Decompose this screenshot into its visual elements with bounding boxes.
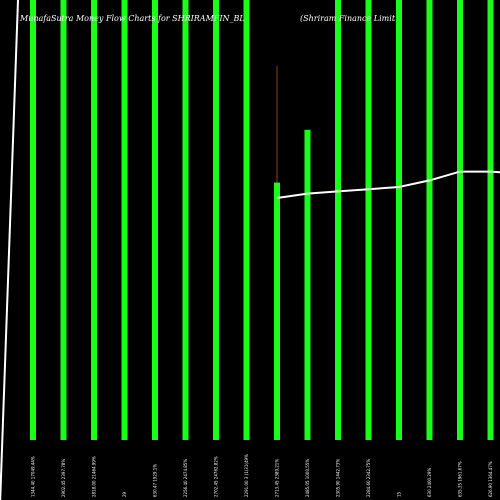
x-tick-label-8: 2291.00 3 (1)31(49%: [244, 454, 249, 497]
edge-line: [0, 0, 19, 500]
x-tick-label-14: 630 2400.29%: [427, 468, 432, 497]
chart-title-right: (Shriram Finance Limit: [300, 14, 396, 23]
x-tick-label-16: 626.90 1364.47%: [488, 461, 493, 497]
x-tick-label-10: 2485.05 1000.55%: [305, 459, 310, 497]
bar-9: [274, 182, 280, 440]
bar-16: [487, 0, 494, 440]
bar-1: [30, 0, 36, 440]
x-tick-labels: 1344.40 17049.44% 2902.45 2397.78% 2818.00…: [31, 454, 494, 497]
bar-5: [152, 0, 158, 440]
money-flow-line: [276, 170, 500, 199]
bar-4: [121, 0, 128, 440]
x-tick-label-1: 1344.40 17049.44%: [31, 456, 36, 497]
x-tick-label-2: 2902.45 2397.78%: [61, 459, 66, 497]
bar-13: [396, 0, 402, 440]
bar-2: [60, 0, 67, 440]
x-tick-label-3: 2818.00 21464.99%: [92, 456, 97, 497]
x-tick-label-7: 2702.45 24762.82%: [214, 456, 219, 497]
bar-12: [365, 0, 372, 440]
bar-15: [457, 0, 463, 440]
bar-8: [243, 0, 250, 440]
chart-title-left: MunafaSutra Money Flow Charts for SHRIRA…: [19, 14, 245, 23]
bar-10: [304, 129, 311, 441]
bar-3: [91, 0, 97, 440]
bar-6: [182, 0, 189, 440]
x-tick-label-6: 2256.40 2474.85%: [183, 459, 188, 497]
x-tick-label-13: 15: [397, 491, 402, 497]
bar-11: [335, 0, 341, 440]
x-tick-label-9: 2713.45 2389.21%: [275, 459, 280, 497]
x-tick-label-11: 2305.90 1442.73%: [336, 459, 341, 497]
x-tick-label-5: 630.47 1929.1%: [153, 464, 158, 497]
bar-7: [213, 0, 219, 440]
x-tick-label-4: 29: [122, 491, 127, 497]
x-tick-label-12: 2284.60 2342.75%: [366, 459, 371, 497]
bar-14: [426, 0, 433, 440]
x-tick-label-15: 635.35 1961.67%: [458, 461, 463, 497]
bar-layer: [30, 0, 494, 441]
